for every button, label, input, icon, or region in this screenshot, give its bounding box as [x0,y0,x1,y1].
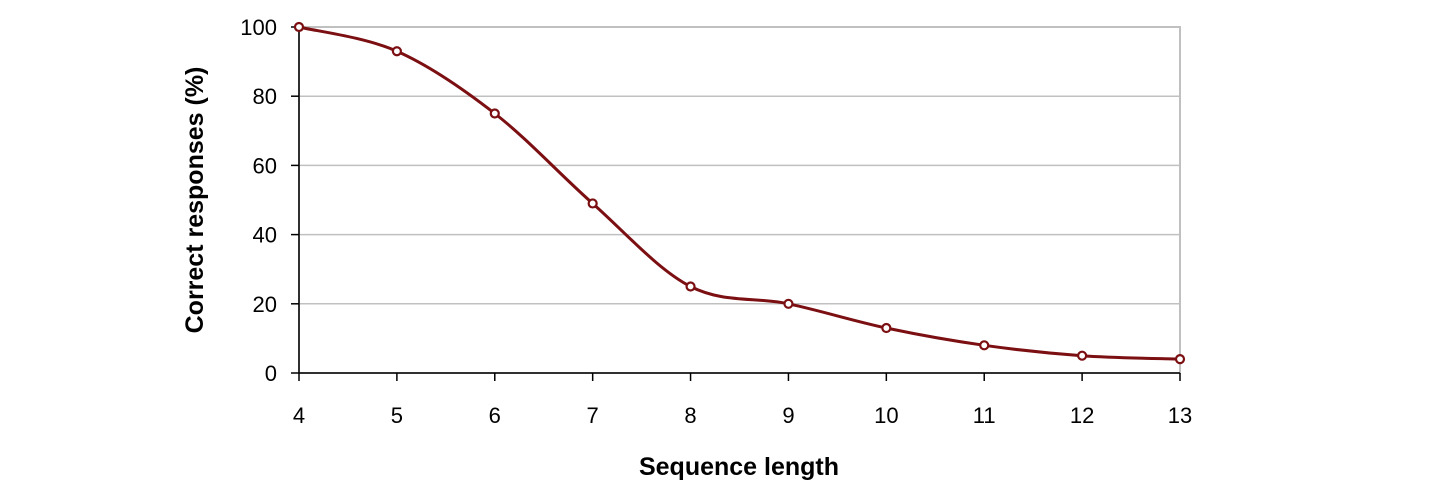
data-point-9 [783,298,794,309]
x-axis-ticks: 4 5 6 7 8 9 10 11 12 13 [293,373,1192,428]
x-tick-label-5: 5 [391,403,403,428]
x-tick-label-7: 7 [587,403,599,428]
series-group [293,21,1186,365]
y-tick-label-60: 60 [253,153,277,178]
y-tick-label-20: 20 [253,292,277,317]
data-point-13 [1174,354,1186,365]
x-tick-label-12: 12 [1070,403,1094,428]
x-tick-label-13: 13 [1168,403,1192,428]
x-tick-label-10: 10 [874,403,898,428]
data-point-8 [685,281,696,292]
y-tick-label-40: 40 [253,223,277,248]
y-axis-title: Correct responses (%) [181,67,209,334]
y-tick-label-80: 80 [253,84,277,109]
data-point-6 [489,108,500,119]
y-axis-ticks: 0 20 40 60 80 100 [240,15,299,386]
x-tick-label-8: 8 [684,403,696,428]
plot-frame [298,26,1181,374]
data-point-5 [391,46,402,57]
x-tick-label-4: 4 [293,403,305,428]
y-tick-label-0: 0 [265,361,277,386]
data-point-7 [587,198,598,209]
data-point-4 [293,21,305,33]
x-tick-label-11: 11 [973,403,996,428]
series-line-0 [298,25,1181,361]
data-point-11 [979,340,990,351]
y-tick-label-100: 100 [240,15,277,40]
x-tick-label-9: 9 [782,403,794,428]
x-axis-title: Sequence length [639,453,839,481]
x-tick-label-6: 6 [489,403,501,428]
data-point-10 [881,322,892,334]
data-point-12 [1077,350,1088,361]
